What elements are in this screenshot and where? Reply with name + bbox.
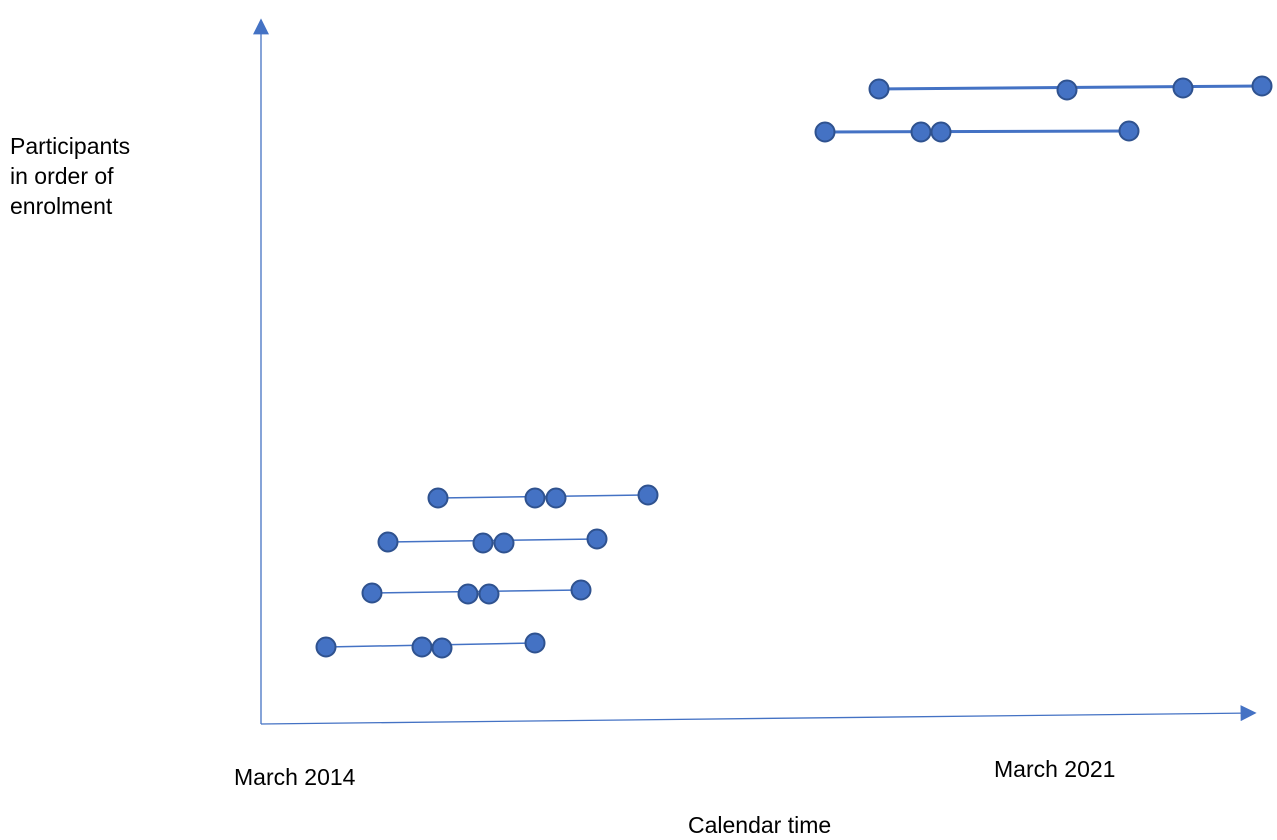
follow-up-visit-marker — [1118, 120, 1140, 142]
participant-row-6 — [868, 75, 1273, 101]
follow-up-visit-marker — [431, 637, 453, 659]
baseline-visit-marker — [315, 636, 337, 658]
follow-up-visit-marker — [411, 636, 433, 658]
baseline-visit-marker — [814, 121, 836, 143]
follow-up-visit-marker — [524, 632, 546, 654]
x-axis — [260, 705, 1257, 725]
follow-up-visit-marker — [472, 532, 494, 554]
x-axis-label: Calendar time — [688, 812, 832, 838]
participant-row-4 — [427, 484, 659, 509]
follow-up-visit-marker — [570, 579, 592, 601]
follow-up-visit-marker — [478, 583, 500, 605]
y-axis-label-line-3: enrolment — [10, 193, 113, 219]
follow-up-visit-marker — [1056, 79, 1078, 101]
baseline-visit-marker — [427, 487, 449, 509]
y-axis-label: Participants in order of enrolment — [10, 131, 190, 221]
follow-up-visit-marker — [524, 487, 546, 509]
follow-up-visit-marker — [493, 532, 515, 554]
x-axis-start-label: March 2014 — [234, 764, 356, 790]
y-axis-label-line-1: Participants — [10, 133, 131, 159]
baseline-visit-marker — [361, 582, 383, 604]
participant-row-3 — [377, 528, 608, 554]
x-axis-end-label: March 2021 — [994, 756, 1116, 782]
follow-up-visit-marker — [637, 484, 659, 506]
follow-up-visit-marker — [586, 528, 608, 550]
baseline-visit-marker — [868, 78, 890, 100]
baseline-visit-marker — [377, 531, 399, 553]
follow-up-visit-marker — [1172, 77, 1194, 99]
participant-follow-up-line — [824, 129, 1130, 134]
follow-up-visit-marker — [545, 487, 567, 509]
follow-up-visit-marker — [1251, 75, 1273, 97]
follow-up-visit-marker — [457, 583, 479, 605]
participant-row-5 — [814, 120, 1140, 143]
follow-up-visit-marker — [930, 121, 952, 143]
y-axis-label-line-2: in order of — [10, 163, 114, 189]
participant-timelines — [315, 75, 1273, 659]
participant-row-2 — [361, 579, 592, 605]
participant-row-1 — [315, 632, 546, 659]
follow-up-visit-marker — [910, 121, 932, 143]
